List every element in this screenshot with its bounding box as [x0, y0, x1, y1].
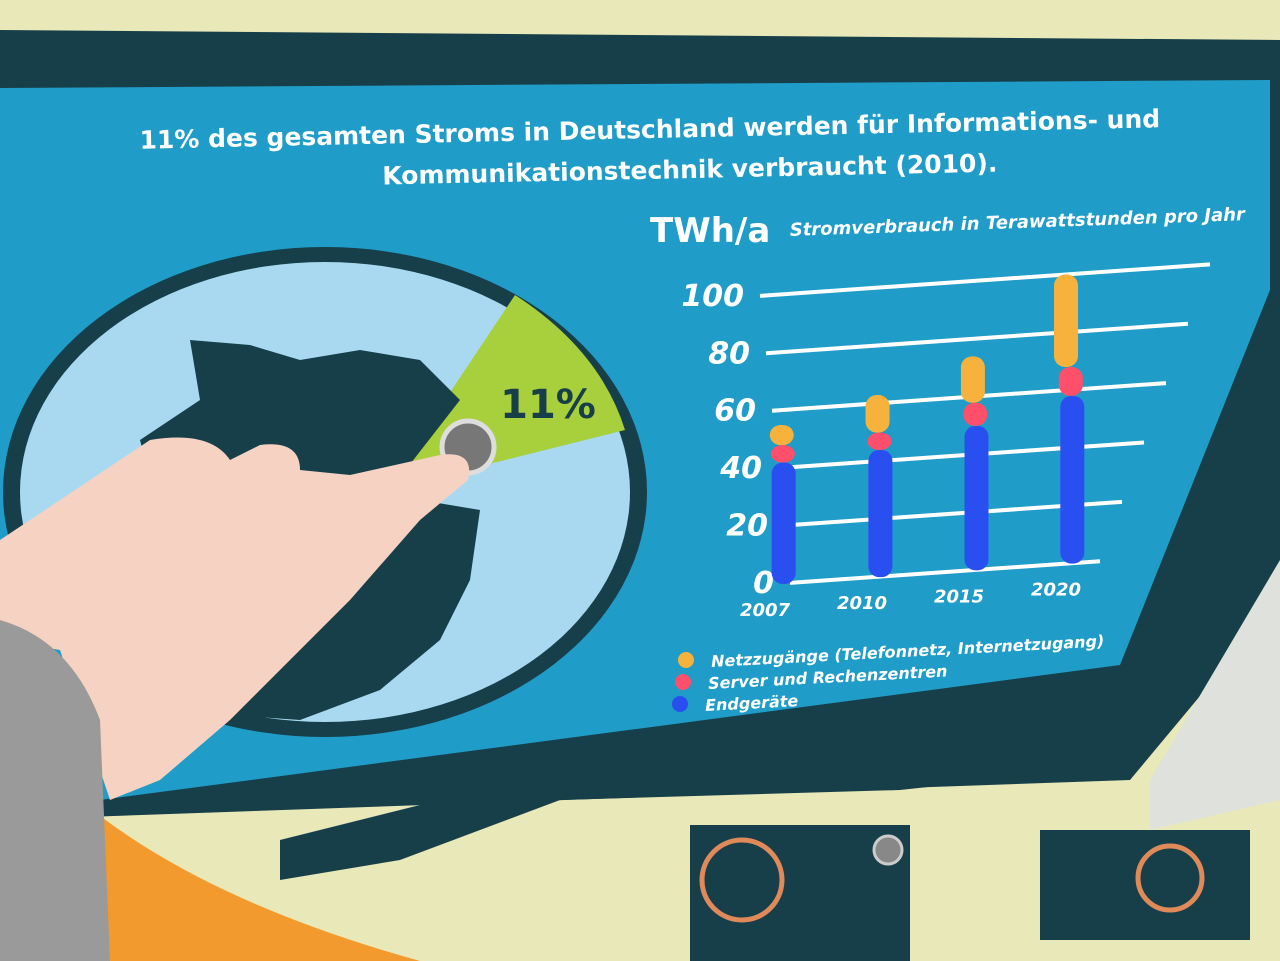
- device-box-2: [1040, 830, 1250, 940]
- orange-base: [80, 800, 420, 961]
- gridline: [759, 262, 1211, 298]
- bar-segment-2010: [865, 395, 890, 433]
- legend-marker: [672, 696, 688, 712]
- bar-segment-2020: [1058, 366, 1083, 396]
- button-small[interactable]: [872, 834, 904, 866]
- gridline: [765, 321, 1189, 356]
- x-tick-label: 2010: [837, 593, 887, 614]
- y-tick-label: 40: [719, 451, 762, 486]
- stacked-bar-chart: 0 20 40 60 80 100 2007 2010 2015 2020: [681, 262, 1211, 621]
- lower-shapes: [280, 745, 1085, 880]
- x-tick-label: 2020: [1031, 580, 1081, 601]
- bar-segment-2015: [960, 356, 985, 403]
- pie-label: 11%: [500, 382, 596, 428]
- gridline: [789, 559, 1101, 585]
- right-panel: [1150, 560, 1280, 830]
- speaker-ring: [699, 837, 785, 923]
- x-tick-label: 2015: [934, 586, 984, 607]
- bar-segment-2010: [867, 432, 892, 450]
- bar-segment-2007: [771, 462, 796, 584]
- bar-segment-2020: [1060, 395, 1085, 564]
- bar-segment-2015: [963, 402, 988, 426]
- y-tick-label: 60: [714, 394, 756, 429]
- speaker-ring-2: [1135, 843, 1205, 913]
- y-tick-label: 20: [726, 509, 768, 544]
- x-tick-label: 2007: [740, 600, 791, 621]
- legend-marker: [675, 674, 691, 690]
- y-tick-label: 0: [753, 566, 774, 601]
- bar-segment-2015: [964, 425, 989, 571]
- legend-marker: [678, 652, 694, 668]
- y-tick-label: 80: [708, 336, 750, 371]
- bar-segment-2007: [770, 445, 795, 463]
- unit-label: TWh/a: [650, 211, 770, 251]
- legend-label: Endgeräte: [705, 691, 799, 715]
- bar-segment-2010: [868, 449, 893, 578]
- y-tick-label: 100: [681, 279, 744, 314]
- bar-segment-2020: [1054, 274, 1078, 367]
- bar-segment-2007: [769, 424, 794, 446]
- hand: [0, 437, 470, 961]
